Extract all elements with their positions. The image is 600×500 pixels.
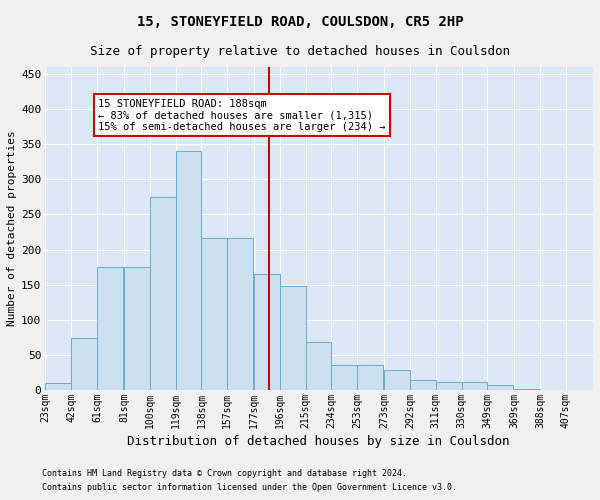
Bar xyxy=(357,366,383,390)
Bar xyxy=(306,342,331,390)
X-axis label: Distribution of detached houses by size in Coulsdon: Distribution of detached houses by size … xyxy=(127,435,510,448)
Y-axis label: Number of detached properties: Number of detached properties xyxy=(7,130,17,326)
Text: Size of property relative to detached houses in Coulsdon: Size of property relative to detached ho… xyxy=(90,45,510,58)
Bar xyxy=(487,385,513,390)
Bar xyxy=(150,197,176,390)
Bar xyxy=(280,286,306,390)
Bar xyxy=(176,151,202,390)
Bar xyxy=(385,370,410,390)
Text: 15 STONEYFIELD ROAD: 188sqm
← 83% of detached houses are smaller (1,315)
15% of : 15 STONEYFIELD ROAD: 188sqm ← 83% of det… xyxy=(98,98,386,132)
Bar xyxy=(97,267,123,390)
Bar xyxy=(436,382,461,390)
Bar xyxy=(71,338,97,390)
Bar xyxy=(124,267,150,390)
Bar xyxy=(331,366,357,390)
Bar xyxy=(227,238,253,390)
Bar xyxy=(46,383,71,390)
Text: 15, STONEYFIELD ROAD, COULSDON, CR5 2HP: 15, STONEYFIELD ROAD, COULSDON, CR5 2HP xyxy=(137,15,463,29)
Bar xyxy=(254,274,280,390)
Bar xyxy=(410,380,436,390)
Bar xyxy=(202,238,227,390)
Bar xyxy=(461,382,487,390)
Text: Contains public sector information licensed under the Open Government Licence v3: Contains public sector information licen… xyxy=(42,484,457,492)
Text: Contains HM Land Registry data © Crown copyright and database right 2024.: Contains HM Land Registry data © Crown c… xyxy=(42,468,407,477)
